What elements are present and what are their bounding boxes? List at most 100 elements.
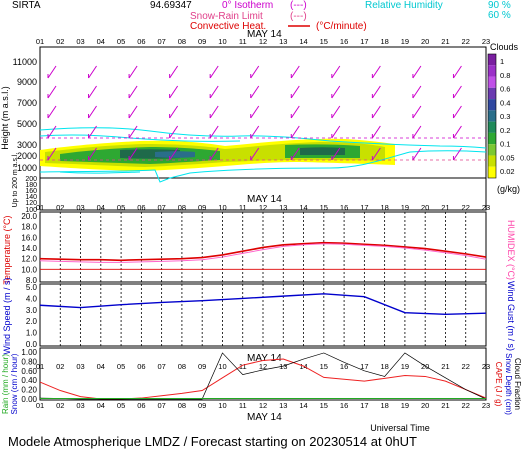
wind-barb: [169, 85, 179, 99]
hour-label: 20: [421, 37, 429, 46]
precip-lines: [39, 352, 487, 400]
y-tick: 5.0: [26, 283, 38, 292]
y-tick: 0.40: [21, 376, 37, 385]
wind-speed-ylabel: Wind Speed (m / s): [2, 277, 12, 354]
hour-label: 10: [218, 203, 226, 212]
wind-barb: [412, 147, 422, 161]
hour-label: 18: [380, 362, 388, 371]
colorbar-swatch: [488, 155, 496, 167]
wind-barb: [371, 85, 381, 99]
y-tick: 10.0: [21, 265, 37, 274]
legend-convective-unit: (°C/minute): [316, 21, 367, 32]
wind-lines: [39, 293, 487, 316]
wind-barb: [290, 147, 300, 161]
hour-label: 04: [97, 362, 105, 371]
wind-barb: [290, 85, 300, 99]
date-label-top: MAY 14: [247, 29, 282, 40]
wind-barb: [169, 65, 179, 79]
hour-label: 05: [117, 401, 125, 410]
hour-label: 04: [97, 37, 105, 46]
colorbar-tick: 0.6: [500, 85, 510, 94]
colorbar-tick: 0.02: [500, 167, 515, 176]
hour-label: 21: [441, 203, 449, 212]
hour-label: 13: [279, 362, 287, 371]
hour-label: 05: [117, 362, 125, 371]
y-tick: 0.20: [21, 386, 37, 395]
wind-barb: [47, 125, 57, 139]
hour-label: 13: [279, 401, 287, 410]
colorbar-swatch: [488, 54, 496, 66]
hour-label: 03: [76, 37, 84, 46]
wind-barb: [412, 125, 422, 139]
wind-barb: [331, 85, 341, 99]
wind-barb: [250, 85, 260, 99]
cape-ylabel: CAPE (J / g): [494, 362, 503, 407]
wind-barb: [412, 65, 422, 79]
colorbar-tick: 0.8: [500, 71, 510, 80]
cloud-field: [40, 138, 395, 171]
hour-label: 01: [36, 401, 44, 410]
y-tick: 18.0: [21, 223, 37, 232]
universal-time-label: Universal Time: [370, 423, 430, 433]
wind-barb: [169, 105, 179, 119]
hour-label: 19: [401, 37, 409, 46]
wind-barb: [250, 125, 260, 139]
colorbar-tick: 0.3: [500, 112, 510, 121]
wind-barb: [128, 125, 138, 139]
hour-label: 09: [198, 401, 206, 410]
colorbar-swatch: [488, 87, 496, 100]
hour-label: 03: [76, 203, 84, 212]
hour-label: 20: [421, 401, 429, 410]
station-altitude: 94.69347: [150, 0, 192, 11]
hour-label: 11: [239, 362, 247, 371]
wind-barb: [209, 125, 219, 139]
hour-label: 08: [178, 401, 186, 410]
wind-barb: [250, 147, 260, 161]
wind-barb: [453, 105, 462, 119]
colorbar: 1 0.8 0.6 0.4 0.3 0.2 0.1 0.05 0.02: [487, 53, 515, 179]
wind-ticks: 5.0 4.0 3.0 2.0 1.0 0.0: [26, 283, 38, 349]
wind-barb: [128, 147, 138, 161]
colorbar-swatch: [488, 132, 496, 145]
wind-barb: [290, 125, 300, 139]
y-tick: 16.0: [21, 233, 37, 242]
colorbar-swatch: [488, 166, 496, 178]
temperature-ylabel: Temperature (°C): [2, 215, 12, 284]
wind-barb: [88, 125, 97, 139]
rh-level-90: 90 %: [488, 0, 511, 11]
date-label-bottom: MAY 14: [247, 412, 282, 423]
hour-label: 07: [157, 362, 165, 371]
wind-barb: [209, 85, 219, 99]
hour-label: 23: [482, 203, 490, 212]
wind-barb: [453, 85, 462, 99]
colorbar-tick: 0.1: [500, 140, 510, 149]
hour-label: 22: [462, 362, 470, 371]
hour-label: 16: [340, 203, 348, 212]
hour-label: 08: [178, 203, 186, 212]
rain-ylabel: Rain (mm / hour): [1, 354, 10, 414]
hour-label: 17: [360, 37, 368, 46]
hour-label: 12: [259, 401, 267, 410]
hour-label: 16: [340, 362, 348, 371]
legend-snow-rain-marker: (---): [290, 11, 307, 22]
hour-label: 12: [259, 203, 267, 212]
humidex-ylabel: HUMIDEX (°C): [506, 220, 516, 280]
humidex-line: [39, 243, 487, 263]
cloud-y-tick: 3000: [17, 140, 37, 150]
colorbar-swatch: [488, 65, 496, 77]
precip-ticks: 1.000.800.600.400.200.00: [21, 348, 37, 404]
wind-barb: [47, 85, 57, 99]
hour-label: 01: [36, 362, 44, 371]
temperature-ticks: 20.0 18.016.0 14.0 12.010.0 8.0: [21, 212, 37, 285]
hour-label: 08: [178, 362, 186, 371]
hour-label: 17: [360, 362, 368, 371]
wind-barb: [47, 65, 57, 79]
hour-label: 01: [36, 203, 44, 212]
hour-label: 06: [137, 203, 145, 212]
hour-label: 23: [482, 401, 490, 410]
hour-label: 06: [137, 362, 145, 371]
y-tick: 0.00: [21, 395, 37, 404]
wind-barb: [88, 147, 97, 161]
hour-label: 19: [401, 362, 409, 371]
wind-barb: [453, 125, 462, 139]
